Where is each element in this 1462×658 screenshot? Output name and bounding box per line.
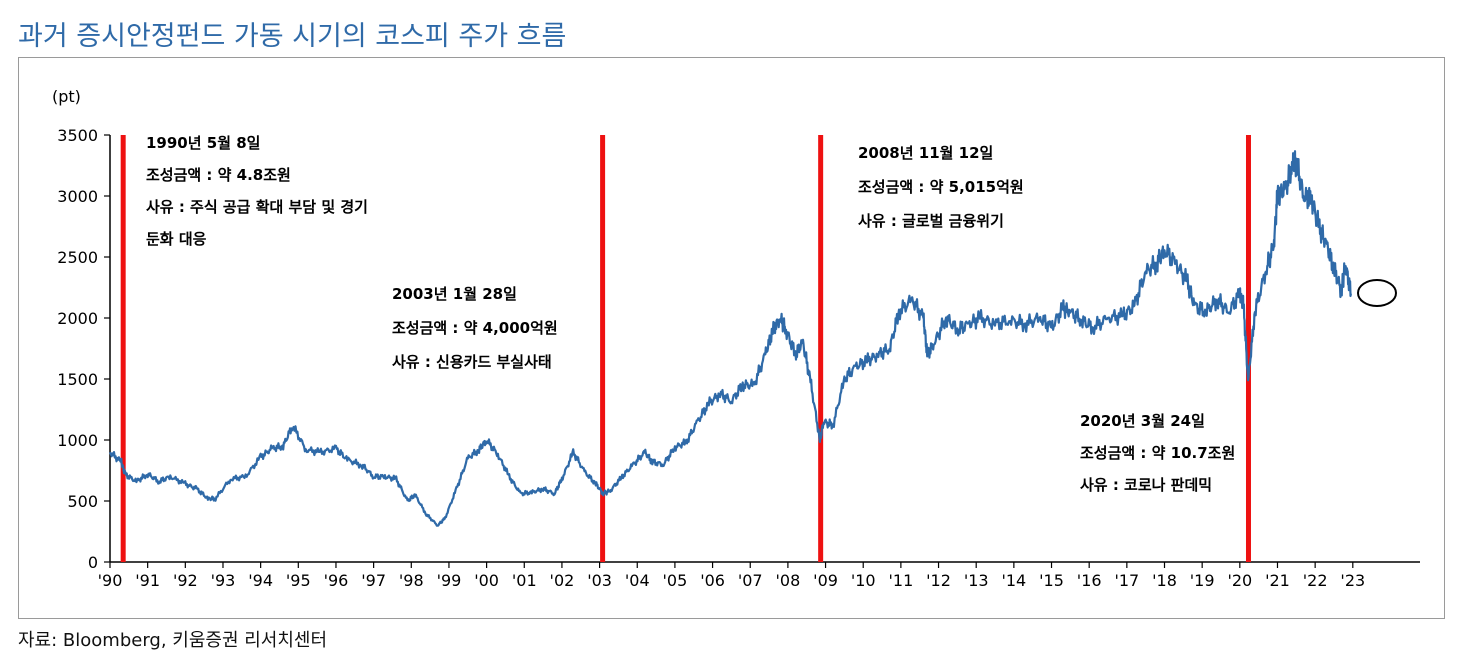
y-tick-label: 2000 <box>57 309 98 328</box>
x-tick-label: '19 <box>1190 571 1215 590</box>
y-tick-label: 3000 <box>57 187 98 206</box>
event-annotation-line: 조성금액 : 약 4,000억원 <box>392 319 558 337</box>
event-annotation-line: 조성금액 : 약 4.8조원 <box>146 166 291 184</box>
x-tick-label: '04 <box>625 571 650 590</box>
x-tick-label: '11 <box>888 571 913 590</box>
x-tick-label: '00 <box>474 571 499 590</box>
x-tick-label: '02 <box>550 571 575 590</box>
x-tick-label: '14 <box>1001 571 1026 590</box>
event-annotation-line: 사유 : 글로벌 금융위기 <box>858 212 1004 230</box>
y-tick-label: 1000 <box>57 431 98 450</box>
series-group <box>108 150 1352 527</box>
x-tick-label: '03 <box>587 571 612 590</box>
x-axis: '90 '91 '92 '93 '94 '95 '96 '97 '98 '99 '00 '01 '02 '… <box>98 561 1420 590</box>
x-tick-label: '91 <box>135 571 160 590</box>
chart-frame <box>18 57 1445 619</box>
x-tick-label: '06 <box>700 571 725 590</box>
x-tick-label: '08 <box>776 571 801 590</box>
x-tick-label: '10 <box>851 571 876 590</box>
x-tick-label: '23 <box>1340 571 1365 590</box>
x-tick-label: '18 <box>1152 571 1177 590</box>
event-annotation-line: 1990년 5월 8일 <box>146 134 260 152</box>
y-tick-label: 2500 <box>57 248 98 267</box>
event-annotation-line: 2003년 1월 28일 <box>392 285 517 303</box>
x-tick-label: '90 <box>98 571 123 590</box>
highlight-circle <box>1357 279 1397 307</box>
event-annotation-line: 2020년 3월 24일 <box>1080 412 1205 430</box>
y-axis: 0 500 1000 1500 2000 2500 3000 3500 <box>57 126 111 572</box>
x-tick-label: '07 <box>738 571 763 590</box>
x-tick-label: '98 <box>399 571 424 590</box>
x-tick-label: '17 <box>1114 571 1139 590</box>
y-tick-label: 1500 <box>57 370 98 389</box>
event-annotation-line: 2008년 11월 12일 <box>858 144 993 162</box>
x-tick-label: '09 <box>813 571 838 590</box>
chart-title: 과거 증시안정펀드 가동 시기의 코스피 주가 흐름 <box>18 21 567 52</box>
x-tick-label: '12 <box>926 571 951 590</box>
x-tick-label: '96 <box>324 571 349 590</box>
x-tick-label: '99 <box>437 571 462 590</box>
source-note: 자료: Bloomberg, 키움증권 리서치센터 <box>18 630 328 651</box>
x-tick-label: '15 <box>1039 571 1064 590</box>
x-tick-label: '21 <box>1265 571 1290 590</box>
x-tick-label: '97 <box>361 571 386 590</box>
x-tick-label: '95 <box>286 571 311 590</box>
event-annotation-line: 사유 : 신용카드 부실사태 <box>392 353 552 371</box>
y-tick-label: 500 <box>67 492 98 511</box>
event-annotation-line: 둔화 대응 <box>146 230 207 248</box>
y-tick-label: 3500 <box>57 126 98 145</box>
x-tick-label: '13 <box>964 571 989 590</box>
event-annotation-line: 조성금액 : 약 5,015억원 <box>858 178 1024 196</box>
x-tick-label: '01 <box>512 571 537 590</box>
event-annotation-line: 사유 : 주식 공급 확대 부담 및 경기 <box>146 198 368 216</box>
event-annotation-line: 조성금액 : 약 10.7조원 <box>1080 444 1235 462</box>
kospi-series-line <box>108 150 1352 527</box>
x-tick-label: '05 <box>663 571 688 590</box>
x-tick-label: '16 <box>1077 571 1102 590</box>
x-tick-label: '22 <box>1303 571 1328 590</box>
x-tick-label: '92 <box>173 571 198 590</box>
y-tick-label: 0 <box>88 553 98 572</box>
x-tick-label: '94 <box>248 571 273 590</box>
event-markers <box>120 135 1251 562</box>
x-tick-label: '93 <box>211 571 236 590</box>
y-unit-label: (pt) <box>52 87 81 106</box>
x-tick-label: '20 <box>1227 571 1252 590</box>
event-annotation-line: 사유 : 코로나 판데믹 <box>1080 476 1212 494</box>
